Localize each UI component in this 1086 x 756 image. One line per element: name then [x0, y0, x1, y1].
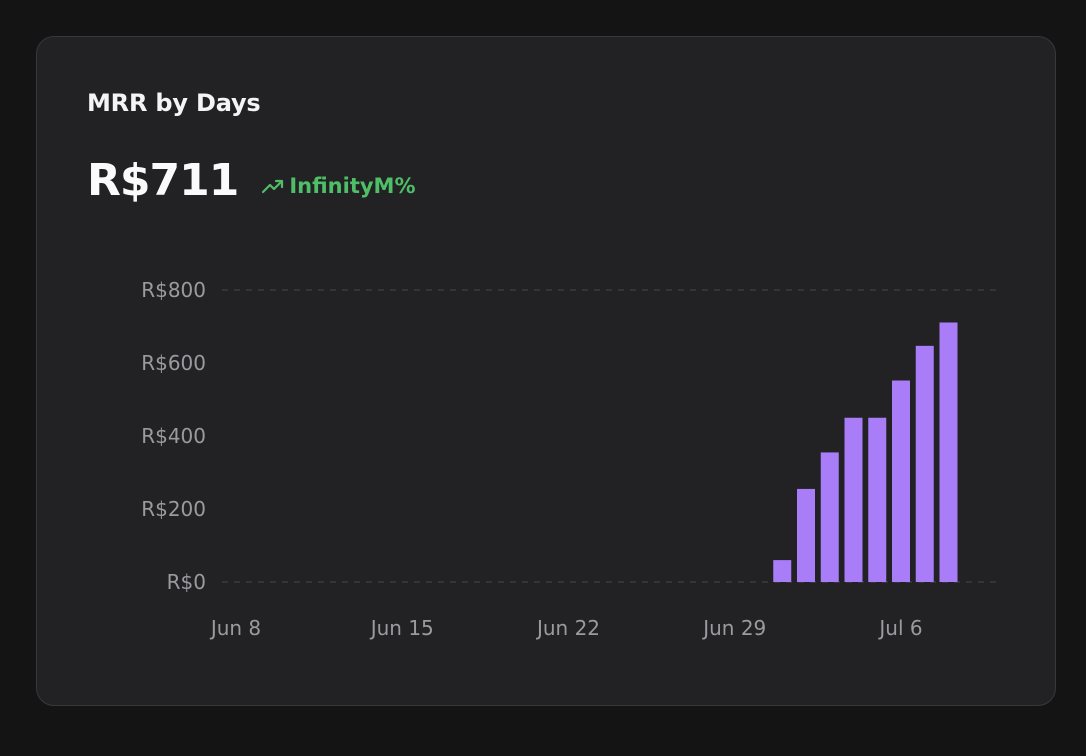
x-tick-label: Jun 8	[209, 616, 261, 640]
mrr-bar-chart: R$0 R$200 R$400 R$600 R$800 Jun 8 Jun 15 Jun 2…	[141, 278, 999, 640]
trending-up-icon	[262, 179, 284, 193]
trend-value: InfinityM%	[289, 173, 416, 198]
x-tick-label: Jun 22	[535, 616, 600, 640]
trend-badge: InfinityM%	[262, 173, 416, 198]
bar	[892, 380, 910, 582]
y-axis: R$0 R$200 R$400 R$600 R$800	[141, 278, 206, 594]
x-tick-label: Jun 15	[369, 616, 434, 640]
y-tick-label: R$400	[141, 424, 206, 448]
y-tick-label: R$800	[141, 278, 206, 302]
bar	[773, 560, 792, 582]
card-title: MRR by Days	[87, 89, 261, 117]
bar	[915, 345, 934, 582]
grid-lines	[222, 289, 999, 583]
bar	[939, 322, 958, 582]
bars	[773, 322, 958, 582]
mrr-value: R$711	[87, 155, 239, 206]
x-tick-label: Jun 29	[701, 616, 766, 640]
x-axis: Jun 8 Jun 15 Jun 22 Jun 29 Jul 6	[209, 616, 923, 640]
metric-row: R$711 InfinityM%	[87, 155, 416, 206]
y-tick-label: R$600	[141, 351, 206, 375]
bar	[820, 452, 839, 582]
y-tick-label: R$0	[167, 570, 206, 594]
bar	[868, 417, 887, 582]
y-tick-label: R$200	[141, 497, 206, 521]
bar	[844, 417, 863, 582]
x-tick-label: Jul 6	[877, 616, 922, 640]
bar	[797, 488, 815, 582]
mrr-card: MRR by Days R$711 InfinityM% R$0 R$200 R$4…	[36, 36, 1056, 706]
